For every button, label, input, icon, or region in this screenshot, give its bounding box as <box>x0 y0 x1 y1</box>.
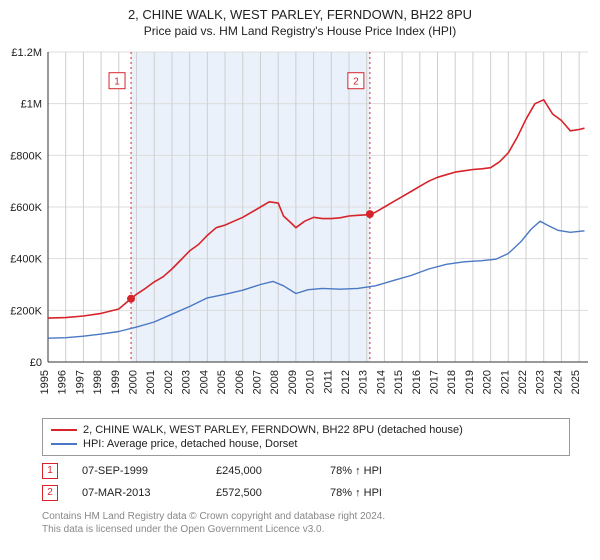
event-badge-1: 1 <box>42 463 58 479</box>
footnote: Contains HM Land Registry data © Crown c… <box>42 510 570 537</box>
svg-text:2005: 2005 <box>216 370 228 394</box>
event-price-1: £245,000 <box>216 465 306 477</box>
svg-text:2007: 2007 <box>251 370 263 394</box>
chart-svg: £0 £200K £400K £600K £800K £1M £1.2M 1995 1996 19… <box>0 42 600 412</box>
svg-text:£400K: £400K <box>10 253 42 265</box>
svg-text:2018: 2018 <box>446 370 458 394</box>
svg-text:2008: 2008 <box>269 370 281 394</box>
svg-text:£200K: £200K <box>10 305 42 317</box>
svg-text:2021: 2021 <box>499 370 511 394</box>
footnote-line-1: Contains HM Land Registry data © Crown c… <box>42 510 570 524</box>
svg-text:1995: 1995 <box>39 370 51 394</box>
chart-container: 2, CHINE WALK, WEST PARLEY, FERNDOWN, BH… <box>0 0 600 560</box>
svg-text:2016: 2016 <box>411 370 423 394</box>
legend-label-1: 2, CHINE WALK, WEST PARLEY, FERNDOWN, BH… <box>83 424 463 436</box>
svg-text:1996: 1996 <box>57 370 69 394</box>
svg-text:2014: 2014 <box>375 370 387 394</box>
svg-text:2019: 2019 <box>464 370 476 394</box>
svg-text:2012: 2012 <box>340 370 352 394</box>
svg-text:2: 2 <box>353 76 359 87</box>
svg-text:£1M: £1M <box>21 98 42 110</box>
svg-text:£1.2M: £1.2M <box>11 47 42 59</box>
svg-text:1999: 1999 <box>110 370 122 394</box>
legend-row-1: 2, CHINE WALK, WEST PARLEY, FERNDOWN, BH… <box>51 423 561 437</box>
event-badge-2: 2 <box>42 485 58 501</box>
event-hpi-1: 78% ↑ HPI <box>330 465 430 477</box>
legend-row-2: HPI: Average price, detached house, Dors… <box>51 437 561 451</box>
svg-text:2001: 2001 <box>145 370 157 394</box>
svg-text:2025: 2025 <box>570 370 582 394</box>
svg-text:1997: 1997 <box>74 370 86 394</box>
event-row-2: 2 07-MAR-2013 £572,500 78% ↑ HPI <box>42 482 570 504</box>
svg-text:2022: 2022 <box>517 370 529 394</box>
legend: 2, CHINE WALK, WEST PARLEY, FERNDOWN, BH… <box>42 418 570 456</box>
chart-title: 2, CHINE WALK, WEST PARLEY, FERNDOWN, BH… <box>0 0 600 24</box>
svg-text:£0: £0 <box>30 357 42 369</box>
svg-text:2003: 2003 <box>181 370 193 394</box>
svg-text:2017: 2017 <box>429 370 441 394</box>
svg-text:2023: 2023 <box>535 370 547 394</box>
svg-text:1: 1 <box>114 76 120 87</box>
svg-text:£600K: £600K <box>10 202 42 214</box>
chart-plot: £0 £200K £400K £600K £800K £1M £1.2M 1995 1996 19… <box>0 42 600 412</box>
event-hpi-2: 78% ↑ HPI <box>330 487 430 499</box>
legend-swatch-1 <box>51 429 77 431</box>
svg-text:2024: 2024 <box>552 370 564 394</box>
svg-text:2020: 2020 <box>482 370 494 394</box>
svg-text:2013: 2013 <box>358 370 370 394</box>
svg-text:£800K: £800K <box>10 150 42 162</box>
event-date-1: 07-SEP-1999 <box>82 465 192 477</box>
svg-text:2000: 2000 <box>128 370 140 394</box>
svg-text:2010: 2010 <box>305 370 317 394</box>
svg-text:2009: 2009 <box>287 370 299 394</box>
event-table: 1 07-SEP-1999 £245,000 78% ↑ HPI 2 07-MA… <box>42 460 570 504</box>
svg-text:2015: 2015 <box>393 370 405 394</box>
footnote-line-2: This data is licensed under the Open Gov… <box>42 523 570 537</box>
event-row-1: 1 07-SEP-1999 £245,000 78% ↑ HPI <box>42 460 570 482</box>
chart-subtitle: Price paid vs. HM Land Registry's House … <box>0 24 600 42</box>
legend-swatch-2 <box>51 443 77 445</box>
svg-text:2011: 2011 <box>322 370 334 394</box>
event-date-2: 07-MAR-2013 <box>82 487 192 499</box>
event-price-2: £572,500 <box>216 487 306 499</box>
legend-label-2: HPI: Average price, detached house, Dors… <box>83 438 297 450</box>
svg-text:2006: 2006 <box>234 370 246 394</box>
svg-text:1998: 1998 <box>92 370 104 394</box>
svg-text:2004: 2004 <box>198 370 210 394</box>
svg-text:2002: 2002 <box>163 370 175 394</box>
